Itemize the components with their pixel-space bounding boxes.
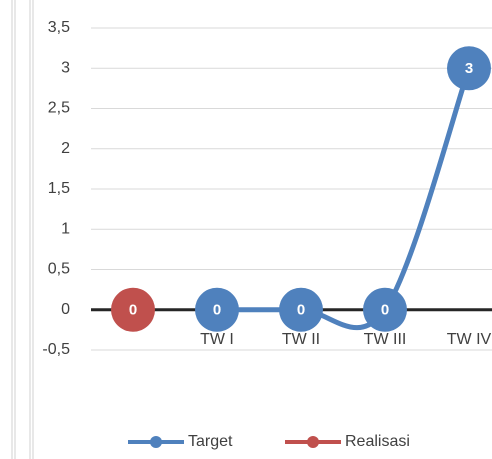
y-tick-label: 2,5 bbox=[48, 100, 70, 117]
y-tick-label: 3 bbox=[61, 59, 70, 76]
y-tick-label: 0,5 bbox=[48, 261, 70, 278]
marker bbox=[279, 287, 323, 332]
data-label: 0 bbox=[381, 302, 389, 319]
x-tick-label: TW IV bbox=[447, 331, 492, 348]
y-tick-label: 1,5 bbox=[48, 180, 70, 197]
data-label: 0 bbox=[297, 302, 305, 319]
legend-label: Realisasi bbox=[345, 433, 410, 450]
series-line bbox=[214, 65, 472, 331]
y-tick-label: 3,5 bbox=[48, 19, 70, 36]
x-tick-label: TW I bbox=[200, 331, 234, 348]
data-label: 0 bbox=[129, 302, 137, 319]
y-tick-label: -0,5 bbox=[42, 341, 70, 358]
x-tick-label: TW III bbox=[364, 331, 407, 348]
legend-label: Target bbox=[188, 433, 233, 450]
x-tick-label: TW II bbox=[282, 331, 320, 348]
y-tick-label: 1 bbox=[61, 220, 70, 237]
y-tick-label: 2 bbox=[61, 140, 70, 157]
legend-marker bbox=[307, 436, 319, 448]
marker bbox=[111, 287, 155, 332]
data-label: 3 bbox=[465, 60, 473, 77]
y-tick-label: 0 bbox=[61, 301, 70, 318]
data-label: 0 bbox=[213, 302, 221, 319]
marker bbox=[447, 46, 491, 91]
legend-marker bbox=[150, 436, 162, 448]
marker bbox=[195, 287, 239, 332]
marker bbox=[363, 287, 407, 332]
